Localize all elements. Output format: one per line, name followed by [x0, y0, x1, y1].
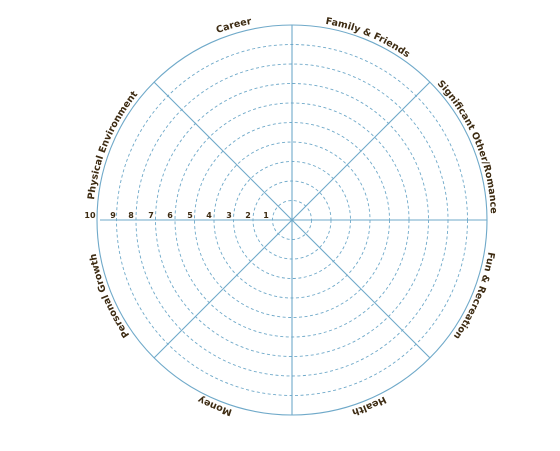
- category-label-physical-environment: Physical Environment: [86, 89, 140, 200]
- scale-label-3: 3: [226, 211, 232, 220]
- category-label-family-friends: Family & Friends: [325, 16, 412, 61]
- svg-text:Money: Money: [195, 393, 233, 417]
- svg-text:Family & Friends: Family & Friends: [325, 16, 412, 61]
- scale-label-9: 9: [110, 211, 116, 220]
- category-label-career: Career: [215, 16, 253, 36]
- scale-label-10: 10: [84, 211, 96, 220]
- scale-label-8: 8: [128, 211, 134, 220]
- svg-text:Physical Environment: Physical Environment: [86, 89, 140, 200]
- svg-text:Health: Health: [350, 394, 387, 418]
- category-label-personal-growth: Personal Growth: [88, 253, 132, 340]
- scale-labels: 1 2 3 4 5 6 7 8 9 10: [84, 211, 269, 220]
- scale-label-4: 4: [206, 211, 212, 220]
- category-label-fun-recreation: Fun & Recreation: [451, 251, 497, 341]
- scale-label-6: 6: [167, 211, 173, 220]
- svg-text:Career: Career: [215, 16, 253, 36]
- spokes: [100, 25, 487, 415]
- svg-text:Fun & Recreation: Fun & Recreation: [451, 251, 497, 341]
- svg-text:Personal Growth: Personal Growth: [88, 253, 132, 340]
- scale-label-7: 7: [148, 211, 154, 220]
- scale-label-5: 5: [187, 211, 193, 220]
- category-label-health: Health: [350, 394, 387, 418]
- scale-label-2: 2: [245, 211, 251, 220]
- category-label-money: Money: [195, 393, 233, 417]
- scale-label-1: 1: [263, 211, 269, 220]
